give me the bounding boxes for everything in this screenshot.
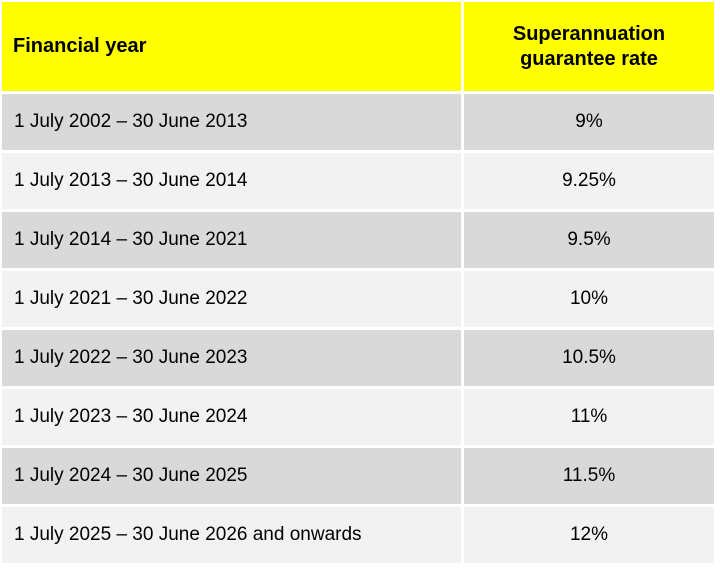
cell-guarantee-rate: 9%: [464, 94, 714, 150]
table-header-row: Financial year Superannuation guarantee …: [2, 2, 714, 91]
header-financial-year-label: Financial year: [13, 35, 147, 57]
table-row: 1 July 2014 – 30 June 2021 9.5%: [2, 212, 714, 268]
table-row: 1 July 2023 – 30 June 2024 11%: [2, 389, 714, 445]
cell-financial-year: 1 July 2025 – 30 June 2026 and onwards: [2, 507, 461, 563]
cell-financial-year: 1 July 2023 – 30 June 2024: [2, 389, 461, 445]
cell-guarantee-rate: 12%: [464, 507, 714, 563]
table-row: 1 July 2022 – 30 June 2023 10.5%: [2, 330, 714, 386]
table-row: 1 July 2024 – 30 June 2025 11.5%: [2, 448, 714, 504]
cell-guarantee-rate: 9.25%: [464, 153, 714, 209]
cell-financial-year: 1 July 2013 – 30 June 2014: [2, 153, 461, 209]
cell-financial-year: 1 July 2022 – 30 June 2023: [2, 330, 461, 386]
cell-financial-year: 1 July 2014 – 30 June 2021: [2, 212, 461, 268]
cell-guarantee-rate: 11.5%: [464, 448, 714, 504]
cell-financial-year: 1 July 2002 – 30 June 2013: [2, 94, 461, 150]
cell-guarantee-rate: 10%: [464, 271, 714, 327]
cell-financial-year: 1 July 2024 – 30 June 2025: [2, 448, 461, 504]
header-rate-line2: guarantee rate: [520, 47, 658, 70]
table-row: 1 July 2002 – 30 June 2013 9%: [2, 94, 714, 150]
cell-financial-year: 1 July 2021 – 30 June 2022: [2, 271, 461, 327]
header-guarantee-rate: Superannuation guarantee rate: [464, 2, 714, 91]
cell-guarantee-rate: 11%: [464, 389, 714, 445]
cell-guarantee-rate: 10.5%: [464, 330, 714, 386]
header-financial-year: Financial year: [2, 2, 461, 91]
header-rate-line1: Superannuation: [512, 22, 666, 45]
table-row: 1 July 2025 – 30 June 2026 and onwards 1…: [2, 507, 714, 563]
table-row: 1 July 2013 – 30 June 2014 9.25%: [2, 153, 714, 209]
cell-guarantee-rate: 9.5%: [464, 212, 714, 268]
table-row: 1 July 2021 – 30 June 2022 10%: [2, 271, 714, 327]
